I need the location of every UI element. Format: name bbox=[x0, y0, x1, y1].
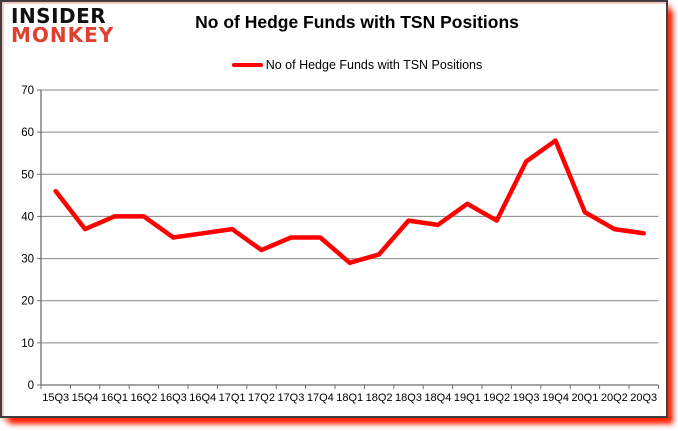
x-tick-label: 17Q1 bbox=[219, 392, 246, 404]
y-tick-label: 70 bbox=[21, 85, 34, 97]
y-tick-label: 10 bbox=[21, 338, 34, 350]
y-tick-label: 40 bbox=[21, 211, 34, 223]
chart-card: 0 10 20 30 40 50 60 70 15Q3 15Q4 16Q1 16Q2 16Q3 16Q4 1… bbox=[0, 0, 668, 418]
y-tick-label: 30 bbox=[21, 254, 34, 266]
y-tick-label: 20 bbox=[21, 296, 34, 308]
x-tick-label: 15Q3 bbox=[42, 392, 69, 404]
x-tick-label: 20Q1 bbox=[571, 392, 598, 404]
x-tick-label: 19Q3 bbox=[513, 392, 540, 404]
x-tick-label: 18Q2 bbox=[366, 392, 393, 404]
x-tick-label: 20Q3 bbox=[630, 392, 657, 404]
x-tick-label: 19Q1 bbox=[454, 392, 481, 404]
insider-monkey-logo: INSIDER MONKEY bbox=[11, 4, 115, 47]
chart-legend: No of Hedge Funds with TSN Positions bbox=[142, 58, 572, 72]
logo-insider-text: INSIDER bbox=[11, 4, 107, 28]
x-tick-label: 18Q3 bbox=[395, 392, 422, 404]
legend-label: No of Hedge Funds with TSN Positions bbox=[265, 58, 483, 72]
logo-monkey-text: MONKEY bbox=[11, 23, 115, 47]
x-tick-label: 17Q2 bbox=[248, 392, 275, 404]
x-tick-label: 17Q4 bbox=[307, 392, 334, 404]
data-line bbox=[53, 138, 646, 266]
y-tick-label: 60 bbox=[21, 127, 34, 139]
x-tick-label: 18Q1 bbox=[336, 392, 363, 404]
x-tick-label: 20Q2 bbox=[601, 392, 628, 404]
x-tick-label: 15Q4 bbox=[72, 392, 99, 404]
x-tick-label: 17Q3 bbox=[277, 392, 304, 404]
x-tick-label: 16Q4 bbox=[189, 392, 216, 404]
legend-line-swatch bbox=[231, 63, 263, 67]
x-tick-label: 16Q2 bbox=[130, 392, 157, 404]
x-tick-label: 19Q2 bbox=[483, 392, 510, 404]
chart-title: No of Hedge Funds with TSN Positions bbox=[195, 12, 519, 32]
x-tick-label: 16Q3 bbox=[160, 392, 187, 404]
y-tick-label: 50 bbox=[21, 169, 34, 181]
y-tick-label: 0 bbox=[28, 380, 34, 392]
x-tick-label: 16Q1 bbox=[101, 392, 128, 404]
x-tick-label: 19Q4 bbox=[542, 392, 569, 404]
x-tick-label: 18Q4 bbox=[424, 392, 451, 404]
